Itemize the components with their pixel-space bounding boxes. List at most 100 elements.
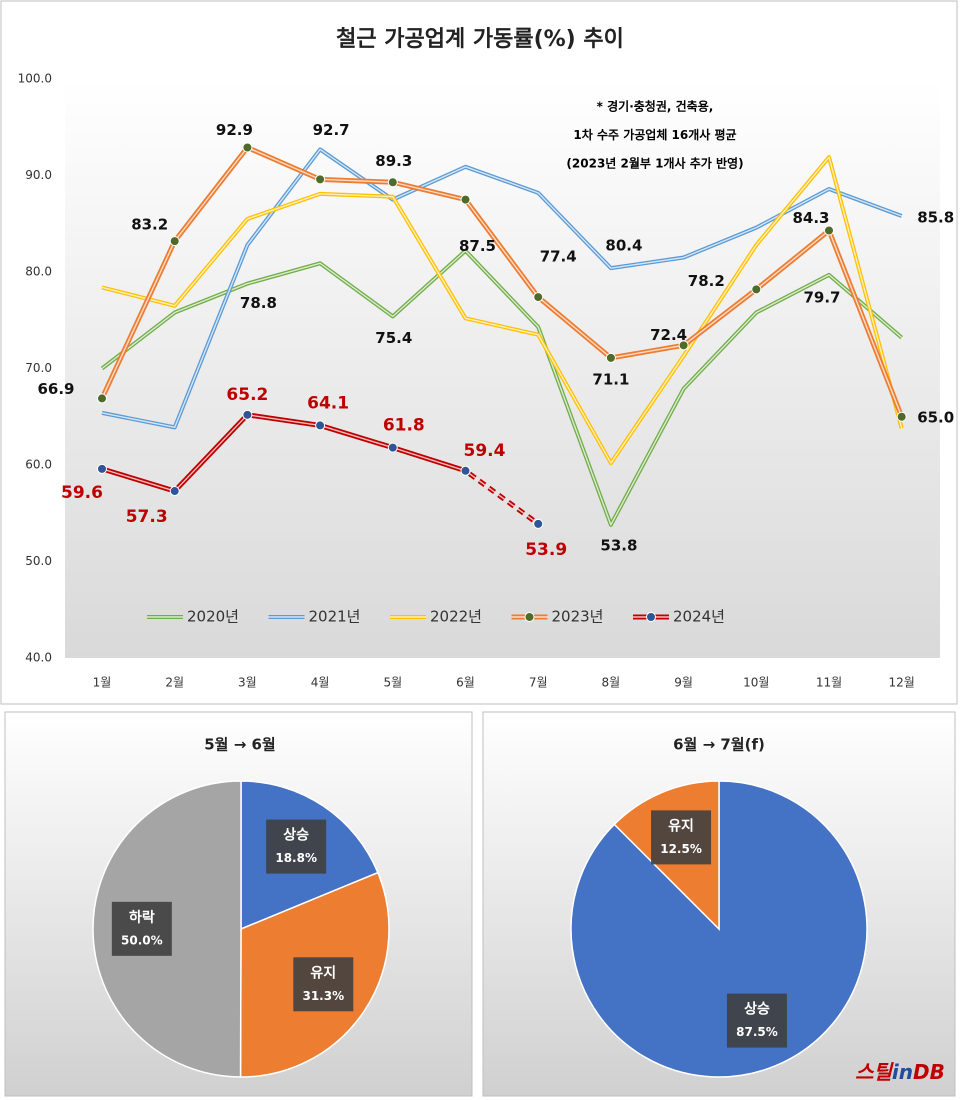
legend-label: 2024년 xyxy=(673,608,725,626)
data-label: 79.7 xyxy=(803,288,840,306)
point xyxy=(605,352,616,363)
x-tick-label: 9월 xyxy=(674,676,693,690)
logo: 스틸inDB xyxy=(855,1060,945,1084)
point xyxy=(533,518,544,529)
data-label: 57.3 xyxy=(126,507,168,527)
point xyxy=(97,393,107,404)
y-tick-label: 90.0 xyxy=(25,168,52,182)
point xyxy=(387,442,398,453)
slice-label: 87.5% xyxy=(736,1025,778,1039)
annotation: (2023년 2월부 1개사 추가 반영) xyxy=(566,156,743,171)
slice-name: 상승 xyxy=(744,1002,770,1018)
x-tick-label: 10월 xyxy=(743,676,769,690)
chart-title: 6월 → 7월(f) xyxy=(673,736,765,754)
point xyxy=(460,194,471,205)
slice-label: 18.8% xyxy=(275,851,317,865)
annotation: * 경기·충청권, 건축용, xyxy=(597,99,714,114)
point xyxy=(678,340,689,351)
y-tick-label: 40.0 xyxy=(25,651,52,665)
point xyxy=(460,465,471,476)
point xyxy=(97,463,107,474)
line-highlight xyxy=(101,156,903,464)
data-label: 59.4 xyxy=(464,441,506,461)
x-tick-label: 2월 xyxy=(165,676,184,690)
line-highlight xyxy=(101,250,903,526)
data-label: 75.4 xyxy=(375,329,412,347)
point xyxy=(315,174,326,185)
data-label: 85.8 xyxy=(917,209,954,227)
data-label: 87.5 xyxy=(459,237,496,255)
x-tick-label: 12월 xyxy=(889,676,915,690)
y-tick-label: 100.0 xyxy=(18,72,52,86)
data-label: 78.8 xyxy=(240,294,277,312)
data-label: 77.4 xyxy=(540,248,577,266)
data-label: 61.8 xyxy=(383,416,425,436)
data-label: 64.1 xyxy=(307,393,349,413)
data-label: 72.4 xyxy=(650,326,687,344)
logo-part: 스틸 xyxy=(855,1060,894,1084)
point xyxy=(169,486,180,497)
point xyxy=(824,225,834,236)
slice-name: 상승 xyxy=(283,828,309,844)
x-tick-label: 1월 xyxy=(93,676,112,690)
x-tick-label: 6월 xyxy=(456,676,475,690)
data-label: 89.3 xyxy=(375,152,412,170)
chart-title: 5월 → 6월 xyxy=(204,736,276,754)
x-tick-label: 4월 xyxy=(311,676,330,690)
label-box xyxy=(266,819,327,874)
slice-name: 유지 xyxy=(310,965,336,981)
point xyxy=(315,420,326,431)
point xyxy=(169,236,180,247)
legend-marker xyxy=(524,612,535,622)
data-label: 92.9 xyxy=(216,121,253,139)
slice-label: 50.0% xyxy=(121,933,163,947)
data-label: 83.2 xyxy=(131,216,168,234)
legend-marker xyxy=(646,612,656,622)
x-tick-label: 11월 xyxy=(816,676,842,690)
point xyxy=(533,292,544,303)
data-label: 92.7 xyxy=(313,121,350,139)
slice-name: 유지 xyxy=(668,818,694,834)
plot-area xyxy=(65,79,940,658)
x-tick-label: 8월 xyxy=(602,676,621,690)
data-label: 71.1 xyxy=(592,370,629,388)
line-highlight xyxy=(101,146,903,418)
data-label: 66.9 xyxy=(37,380,74,398)
y-tick-label: 80.0 xyxy=(25,265,52,279)
point xyxy=(242,409,253,420)
data-label: 84.3 xyxy=(792,209,829,227)
legend-label: 2021년 xyxy=(309,608,361,626)
point xyxy=(387,177,398,188)
legend-label: 2022년 xyxy=(430,608,482,626)
x-tick-label: 5월 xyxy=(383,676,402,690)
legend-label: 2023년 xyxy=(552,608,604,626)
data-label: 65.2 xyxy=(226,385,268,405)
slice-label: 31.3% xyxy=(302,989,344,1003)
data-label: 80.4 xyxy=(605,237,642,255)
point xyxy=(896,411,907,422)
x-tick-label: 3월 xyxy=(238,676,257,690)
label-box xyxy=(726,993,787,1048)
x-tick-label: 7월 xyxy=(529,676,548,690)
chart-title: 철근 가공업계 가동률(%) 추이 xyxy=(336,27,624,52)
y-tick-label: 70.0 xyxy=(25,361,52,375)
line-highlight xyxy=(101,148,902,429)
data-label: 53.8 xyxy=(600,536,637,554)
label-box xyxy=(651,810,712,865)
legend-label: 2020년 xyxy=(187,608,239,626)
data-label: 65.0 xyxy=(917,408,954,426)
label-box xyxy=(111,901,172,956)
point xyxy=(751,284,762,295)
logo-part: DB xyxy=(913,1060,945,1084)
annotation: 1차 수주 가공업체 16개사 평균 xyxy=(573,127,736,142)
slice-label: 12.5% xyxy=(660,842,702,856)
data-label: 53.9 xyxy=(525,540,567,560)
data-label: 59.6 xyxy=(61,483,103,503)
y-tick-label: 60.0 xyxy=(25,458,52,472)
y-tick-label: 50.0 xyxy=(25,554,52,568)
logo-part: in xyxy=(892,1060,913,1084)
data-label: 78.2 xyxy=(688,272,725,290)
slice-name: 하락 xyxy=(129,909,155,926)
label-box xyxy=(293,957,354,1012)
